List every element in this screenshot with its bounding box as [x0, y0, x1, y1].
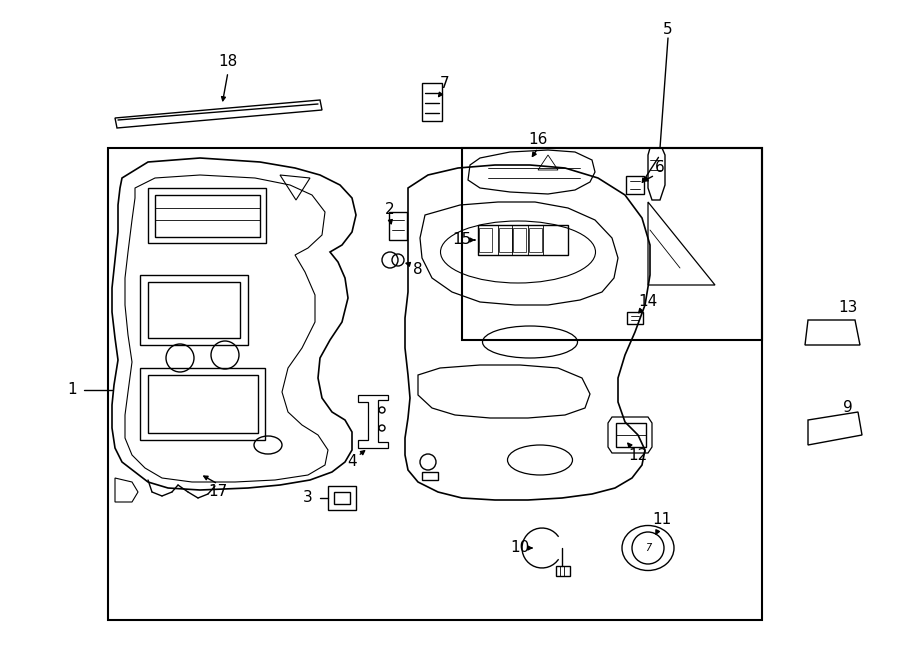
- Text: 13: 13: [838, 301, 858, 315]
- Text: 7: 7: [440, 75, 450, 91]
- Bar: [462, 148, 762, 340]
- Bar: [513, 228, 526, 252]
- Text: 6: 6: [655, 161, 665, 176]
- Bar: [389, 212, 407, 240]
- Bar: [422, 472, 438, 480]
- Bar: [140, 368, 265, 440]
- Text: 4: 4: [347, 455, 356, 469]
- Text: 14: 14: [638, 295, 658, 309]
- Bar: [422, 83, 442, 121]
- Bar: [328, 486, 356, 510]
- Text: 2: 2: [385, 202, 395, 217]
- Text: 9: 9: [843, 401, 853, 416]
- Bar: [148, 188, 266, 243]
- Bar: [148, 375, 258, 433]
- Text: 5: 5: [663, 22, 673, 38]
- Bar: [479, 228, 492, 252]
- Bar: [334, 492, 350, 504]
- Bar: [140, 275, 248, 345]
- Text: 8: 8: [413, 262, 423, 278]
- Text: 10: 10: [510, 541, 529, 555]
- Text: 18: 18: [219, 54, 238, 69]
- Text: 15: 15: [453, 233, 472, 247]
- Text: 11: 11: [652, 512, 671, 527]
- Bar: [148, 282, 240, 338]
- Text: 7: 7: [645, 543, 651, 553]
- Bar: [478, 225, 568, 255]
- Bar: [616, 423, 646, 447]
- Text: 17: 17: [209, 485, 228, 500]
- Text: 3: 3: [303, 490, 313, 506]
- Bar: [155, 195, 260, 237]
- Bar: [499, 228, 512, 252]
- Text: 16: 16: [528, 132, 548, 147]
- Bar: [556, 566, 570, 576]
- Bar: [108, 148, 762, 620]
- Bar: [529, 228, 542, 252]
- Text: 12: 12: [628, 447, 648, 463]
- Text: 1: 1: [68, 383, 76, 397]
